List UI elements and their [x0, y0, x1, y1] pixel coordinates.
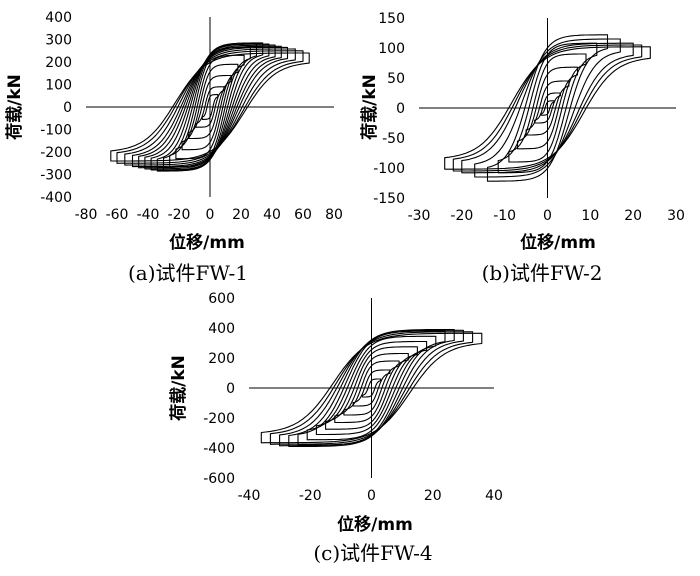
x-tick-label: 30	[667, 208, 685, 224]
chart-panel-fw4: -40 -20 0 20 40-600-400-2000200400600位移/mm荷载…	[168, 291, 503, 565]
y-tick-label: 0	[226, 381, 235, 397]
y-axis-label: 荷载/kN	[168, 355, 189, 421]
y-tick-label: 50	[387, 71, 405, 87]
x-tick-label: 0	[543, 208, 552, 224]
hysteresis-loop	[269, 331, 474, 445]
y-tick-label: -100	[373, 161, 405, 177]
y-axis-label: 荷载/kN	[4, 74, 25, 140]
hysteresis-loop	[181, 63, 239, 151]
x-tick-label: -40	[238, 488, 261, 504]
y-tick-label: -300	[40, 168, 72, 184]
hysteresis-loop	[156, 42, 264, 172]
hysteresis-loop	[334, 352, 409, 424]
x-tick-label: 40	[263, 207, 281, 223]
hysteresis-loop	[444, 46, 651, 170]
hysteresis-loop	[195, 86, 225, 128]
x-tick-label: 80	[325, 207, 343, 223]
y-tick-label: 0	[63, 100, 72, 116]
x-tick-label: 20	[624, 208, 642, 224]
y-tick-label: 0	[396, 101, 405, 117]
hysteresis-loop	[452, 44, 643, 172]
hysteresis-loop	[325, 346, 418, 430]
hysteresis-loop	[162, 43, 258, 171]
y-tick-label: -600	[203, 471, 235, 487]
x-tick-label: 20	[232, 207, 250, 223]
panel-caption: (a)试件FW-1	[128, 261, 248, 285]
hysteresis-loop	[138, 45, 282, 169]
hysteresis-loop	[516, 66, 579, 150]
y-tick-label: 300	[45, 33, 72, 49]
hysteresis-loops	[110, 42, 310, 172]
x-tick-label: -40	[137, 207, 160, 223]
hysteresis-loop	[525, 80, 570, 136]
y-tick-label: -150	[373, 191, 405, 207]
x-tick-label: 40	[485, 488, 503, 504]
y-tick-label: 150	[378, 11, 405, 27]
hysteresis-loop	[131, 46, 289, 168]
panel-caption: (b)试件FW-2	[482, 261, 603, 285]
y-tick-label: -400	[40, 190, 72, 206]
hysteresis-loop	[461, 42, 634, 174]
x-tick-label: -80	[75, 207, 98, 223]
x-axis-label: 位移/mm	[520, 232, 596, 253]
y-tick-label: 100	[378, 41, 405, 57]
y-tick-label: 100	[45, 78, 72, 94]
x-tick-label: -20	[299, 488, 322, 504]
x-tick-label: -20	[168, 207, 191, 223]
hysteresis-loop	[150, 43, 270, 171]
y-tick-label: 400	[45, 10, 72, 26]
hysteresis-loop	[144, 44, 276, 170]
chart-panel-fw1: -80 -60 -40 -20 0 20 40 60 80-400-300-200-100010…	[4, 10, 343, 285]
y-tick-label: 600	[208, 291, 235, 307]
hysteresis-loop	[124, 48, 296, 166]
x-axis-label: 位移/mm	[169, 232, 245, 253]
y-tick-label: 200	[45, 55, 72, 71]
hysteresis-loop	[352, 369, 391, 407]
hysteresis-loop	[486, 34, 609, 182]
hysteresis-loop	[260, 332, 483, 444]
x-tick-label: -20	[450, 208, 473, 224]
x-tick-label: -10	[493, 208, 516, 224]
x-tick-label: 0	[206, 207, 215, 223]
hysteresis-loop	[110, 52, 310, 162]
x-tick-label: -60	[106, 207, 129, 223]
x-tick-label: 60	[294, 207, 312, 223]
hysteresis-loop	[279, 329, 464, 447]
x-tick-label: 0	[367, 488, 376, 504]
y-tick-label: -200	[40, 145, 72, 161]
hysteresis-loop	[288, 328, 455, 448]
hysteresis-loop	[175, 54, 245, 160]
y-tick-label: -50	[382, 131, 405, 147]
x-tick-label: -30	[408, 208, 431, 224]
y-axis-label: 荷载/kN	[359, 74, 380, 140]
panel-caption: (c)试件FW-4	[313, 541, 432, 565]
hysteresis-loops	[260, 328, 483, 448]
x-tick-label: 20	[424, 488, 442, 504]
y-tick-label: -400	[203, 441, 235, 457]
y-tick-label: -100	[40, 123, 72, 139]
x-axis-label: 位移/mm	[337, 514, 413, 535]
hysteresis-loop	[474, 38, 621, 178]
hysteresis-loop	[315, 340, 428, 436]
x-tick-label: 10	[581, 208, 599, 224]
y-tick-label: 200	[208, 351, 235, 367]
y-tick-label: 400	[208, 321, 235, 337]
hysteresis-loop	[497, 42, 598, 174]
hysteresis-loop	[361, 378, 382, 398]
hysteresis-loop	[116, 50, 304, 164]
y-tick-label: -200	[203, 411, 235, 427]
hysteresis-loops	[444, 34, 651, 182]
chart-panel-fw2: -30 -20 -10 0 10 20 30-150-100-50050100150位移/m…	[359, 11, 685, 285]
hysteresis-loop	[534, 92, 561, 124]
